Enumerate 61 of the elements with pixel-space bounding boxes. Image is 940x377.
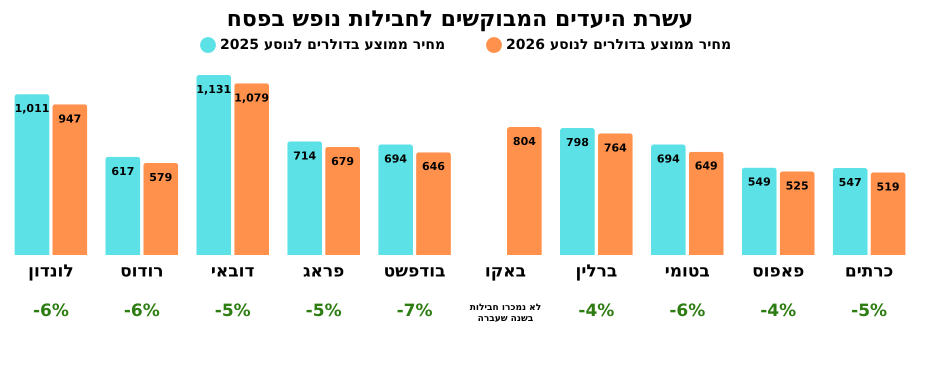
text: -6% [669, 301, 706, 321]
bar [14, 94, 50, 255]
data-label: 525 [786, 179, 809, 192]
data-label: 547 [838, 176, 862, 189]
bar [688, 152, 724, 255]
bar [598, 133, 633, 255]
x-tick-label: לונדון [28, 262, 74, 282]
x-tick-label: בטומי [664, 262, 710, 282]
text: -5% [306, 301, 342, 321]
text: -6% [32, 301, 69, 321]
bar [287, 141, 322, 255]
x-tick-label: דובאי [210, 262, 255, 282]
data-label: 1,131 [196, 83, 232, 96]
legend-label: מחיר ממוצע בדולרים לנוסע 2026 [506, 37, 732, 54]
x-tick-label: פראג [302, 262, 344, 282]
data-label: 617 [111, 164, 134, 178]
data-label: 549 [748, 176, 771, 189]
data-label: 947 [58, 112, 82, 126]
data-label: 649 [694, 160, 718, 173]
chart-title: עשרת היעדים המבוקשים לחבילות נופש בפסח [226, 7, 694, 32]
bar [143, 162, 178, 255]
bar [196, 75, 232, 255]
bar [105, 156, 140, 255]
bar [416, 152, 451, 255]
data-label: 579 [149, 170, 172, 184]
bar [234, 83, 270, 255]
legend-label: מחיר ממוצע בדולרים לנוסע 2025 [220, 37, 446, 54]
bar [506, 127, 542, 255]
data-label: 764 [604, 141, 628, 154]
data-label: 714 [293, 149, 317, 162]
data-label: 694 [384, 152, 408, 166]
bar [832, 168, 868, 255]
bar [378, 144, 414, 255]
bar [870, 172, 906, 255]
x-tick-label: רודוס [120, 262, 164, 282]
text: -4% [760, 301, 796, 321]
data-label: 798 [566, 136, 589, 149]
bar [780, 171, 815, 255]
data-label: 694 [656, 152, 680, 166]
data-label: 804 [512, 135, 536, 148]
bar [52, 104, 88, 255]
data-label: 1,011 [14, 102, 50, 116]
bar [560, 128, 595, 255]
data-label: 519 [876, 180, 900, 194]
text: לא נמכרו חבילות בשנה שעברה [470, 303, 542, 324]
x-tick-label: באקו [484, 262, 526, 282]
text: -5% [851, 301, 888, 321]
text: -7% [396, 301, 433, 321]
data-label: 679 [331, 154, 354, 168]
bar [325, 146, 360, 255]
text: -4% [578, 301, 614, 321]
text: -5% [214, 301, 251, 321]
x-tick-label: פאפוס [752, 262, 804, 282]
bar [650, 144, 686, 255]
data-label: 646 [422, 160, 446, 174]
bar [742, 168, 777, 255]
text: -6% [124, 301, 160, 321]
x-tick-label: בודפשט [384, 262, 446, 282]
x-tick-label: ברלין [575, 262, 618, 282]
x-tick-label: כרתים [844, 262, 894, 282]
data-label: 1,079 [234, 91, 270, 104]
